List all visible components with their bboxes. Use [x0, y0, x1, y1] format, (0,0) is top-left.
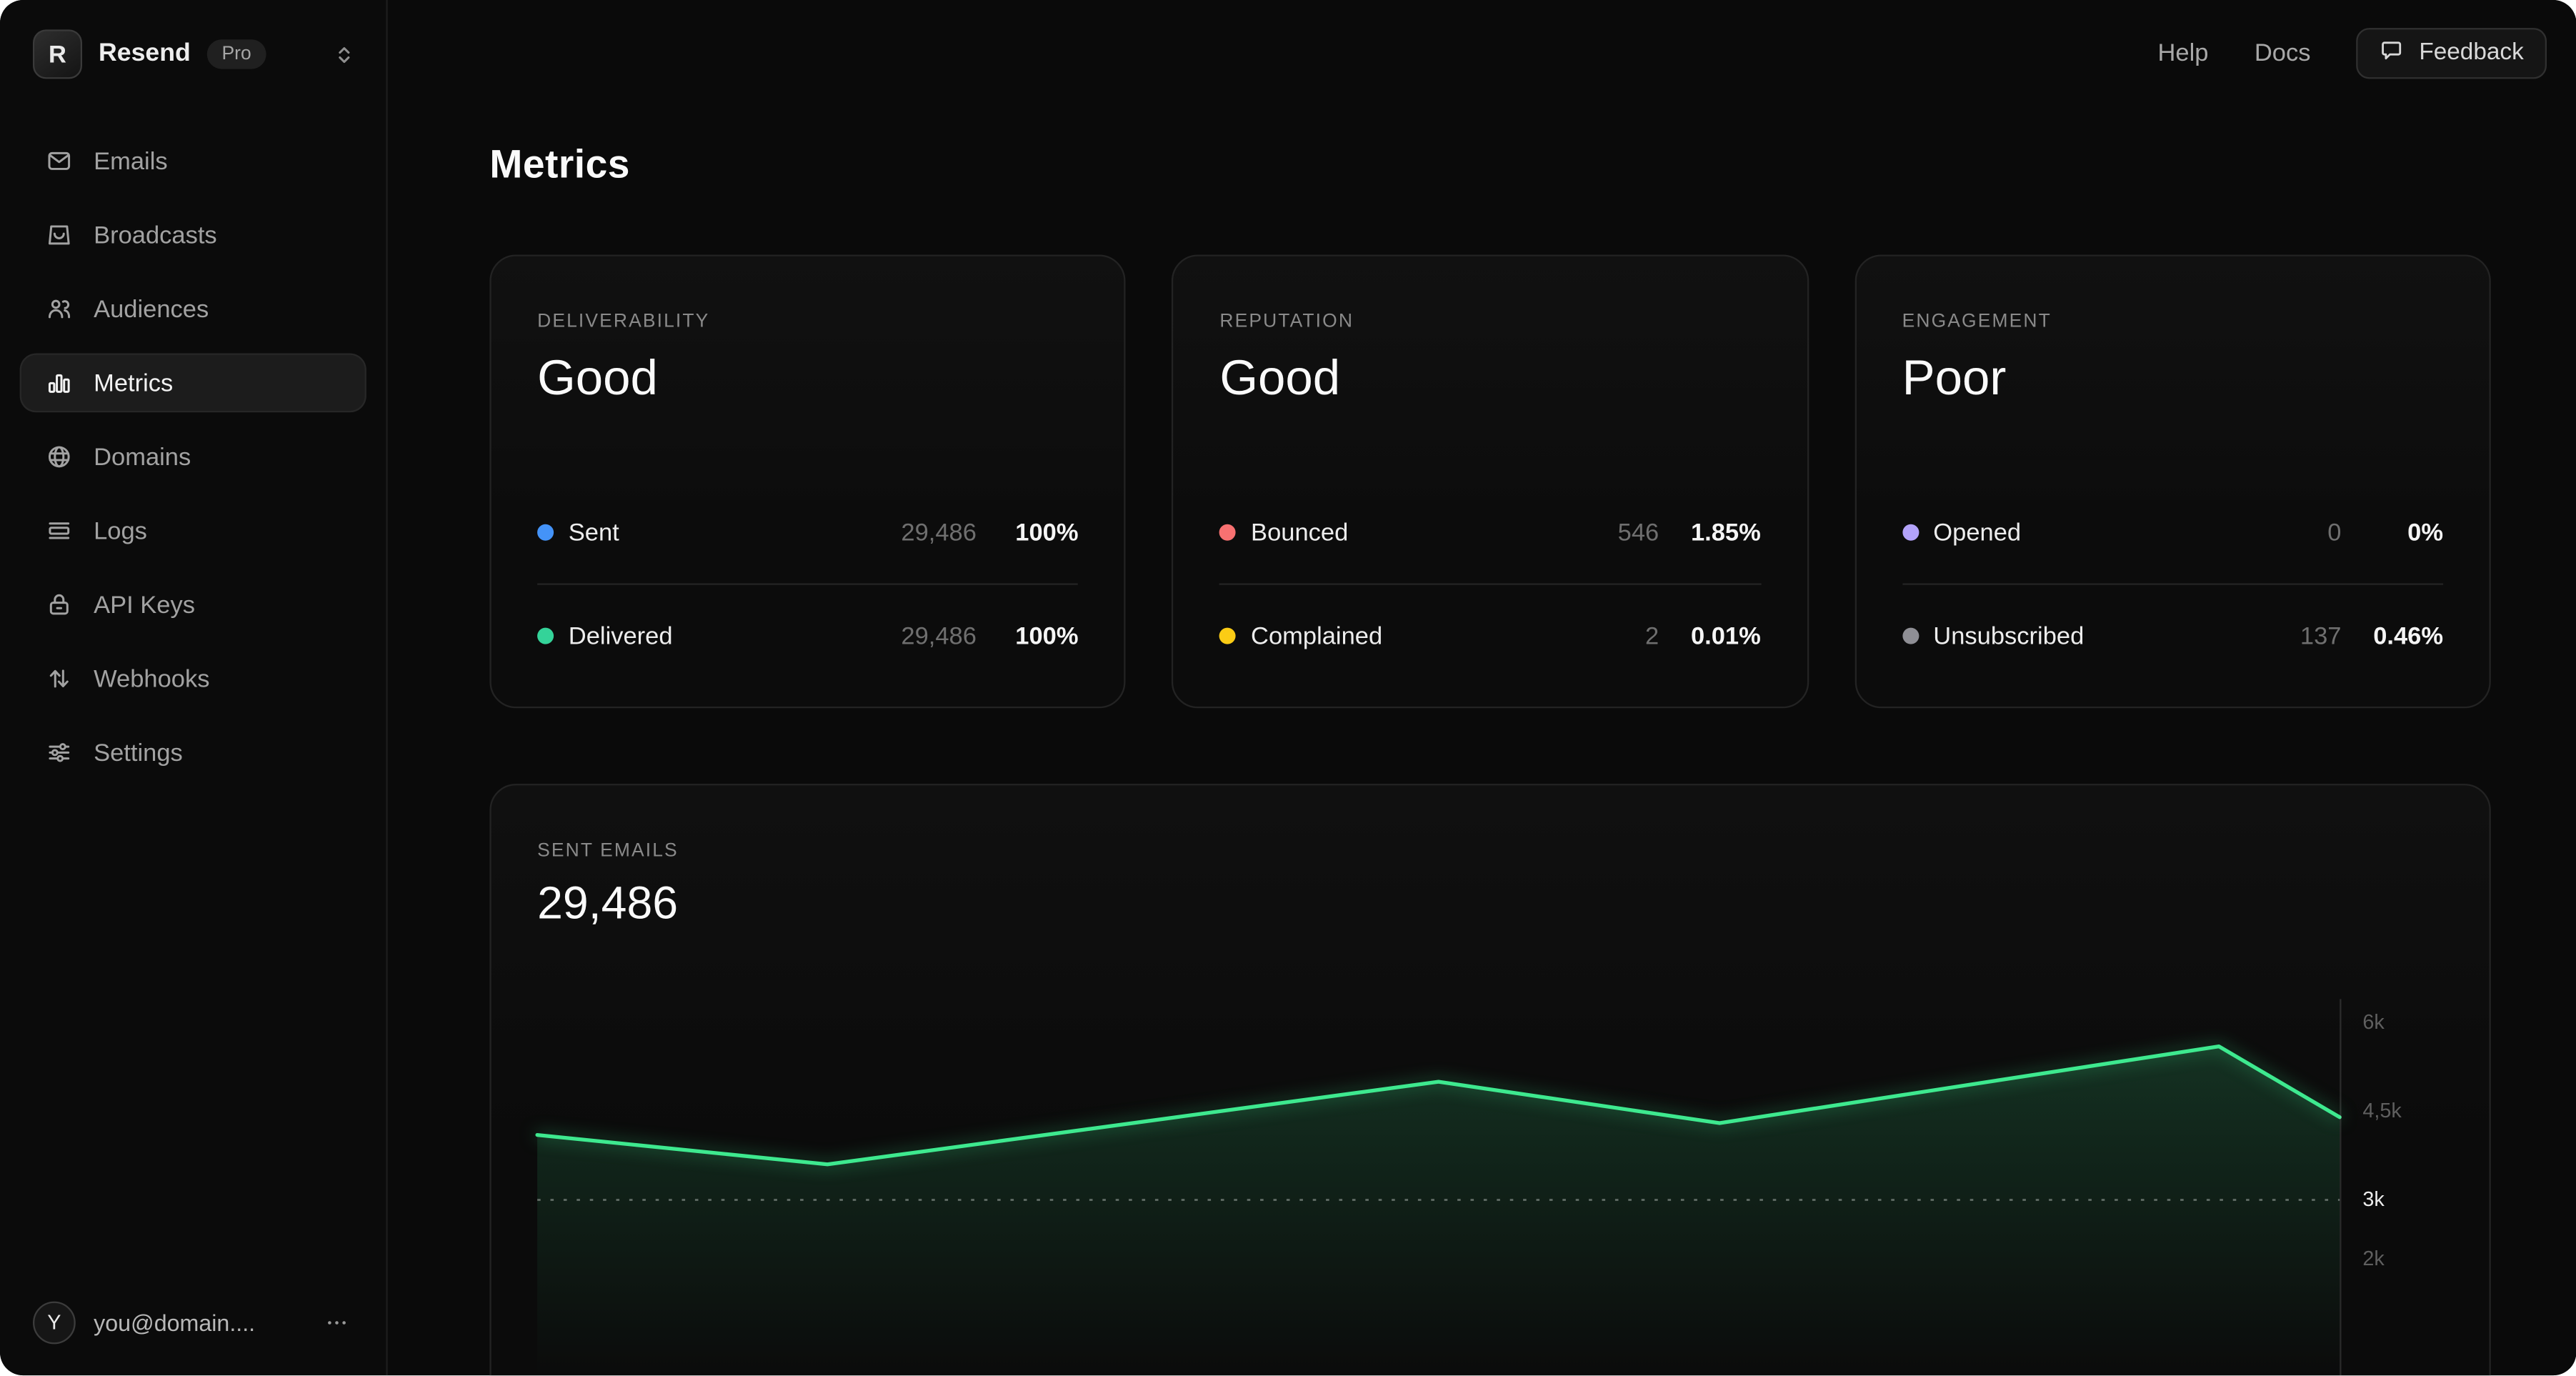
globe-icon	[46, 444, 72, 470]
speech-bubble-icon	[2380, 37, 2405, 69]
row-divider	[1219, 583, 1761, 585]
page-title: Metrics	[489, 143, 630, 188]
lock-icon	[46, 592, 72, 618]
metric-value: 546	[1617, 518, 1659, 547]
card-category: REPUTATION	[1219, 312, 1354, 332]
sidebar-nav: Emails Broadcasts Audiences Metrics Doma…	[0, 109, 386, 782]
metric-card: REPUTATION Good Bounced 546 1.85% Compla…	[1172, 254, 1809, 709]
metric-label: Delivered	[568, 622, 673, 650]
y-tick-label: 2k	[2362, 1247, 2385, 1271]
metric-value: 137	[2300, 622, 2342, 650]
metric-value: 29,486	[901, 622, 977, 650]
chart-plot	[535, 999, 2342, 1376]
sidebar-item-emails[interactable]: Emails	[20, 131, 366, 191]
email-icon	[46, 148, 72, 174]
feedback-label: Feedback	[2419, 39, 2524, 66]
metrics-icon	[46, 370, 72, 397]
metric-label: Bounced	[1251, 518, 1349, 547]
user-email: you@domain....	[94, 1310, 256, 1337]
y-axis-line	[2340, 999, 2342, 1376]
sidebar-item-audiences[interactable]: Audiences	[20, 279, 366, 339]
sidebar-item-api-keys[interactable]: API Keys	[20, 575, 366, 634]
sidebar: R Resend Pro Emails Broadcasts Audiences…	[0, 0, 388, 1376]
y-tick-label: 6k	[2362, 1011, 2385, 1035]
avatar[interactable]: Y	[33, 1302, 76, 1345]
row-divider	[1902, 583, 2444, 585]
y-tick-label: 4,5k	[2362, 1100, 2402, 1123]
help-link[interactable]: Help	[2157, 39, 2209, 67]
sidebar-item-webhooks[interactable]: Webhooks	[20, 649, 366, 709]
chart-area-fill	[537, 1046, 2340, 1376]
sidebar-item-metrics[interactable]: Metrics	[19, 353, 366, 413]
metric-card: ENGAGEMENT Poor Opened 0 0% Unsubscribed…	[1854, 254, 2491, 709]
row-divider	[537, 583, 1079, 585]
sidebar-item-settings[interactable]: Settings	[20, 723, 366, 782]
webhook-icon	[46, 666, 72, 692]
chart-line	[535, 1044, 2342, 1167]
metric-percent: 0.46%	[2373, 622, 2444, 650]
chart-category: SENT EMAILS	[537, 841, 679, 862]
plan-badge: Pro	[206, 39, 266, 69]
metric-row: Sent 29,486 100%	[537, 482, 1079, 584]
metric-dot-icon	[537, 524, 554, 541]
workspace-name: Resend	[99, 39, 191, 68]
metric-label: Sent	[568, 518, 619, 547]
card-rows: Sent 29,486 100% Delivered 29,486 100%	[537, 482, 1079, 707]
workspace-switcher[interactable]: R Resend Pro	[0, 0, 386, 109]
audience-icon	[46, 296, 72, 322]
main-content: Help Docs Feedback Metrics DELIVERABILIT…	[387, 0, 2576, 1376]
chart-card: SENT EMAILS 29,486	[489, 784, 2491, 1376]
card-status: Poor	[1902, 352, 2007, 407]
feedback-button[interactable]: Feedback	[2356, 26, 2547, 79]
settings-icon	[46, 739, 72, 766]
metric-row: Opened 0 0%	[1902, 482, 2443, 584]
broadcast-icon	[46, 222, 72, 249]
metric-percent: 0.01%	[1690, 622, 1761, 650]
metric-value: 29,486	[901, 518, 977, 547]
chart-total: 29,486	[537, 877, 679, 929]
y-axis-ticks: 6k 4,5k 3k 2k	[2362, 999, 2461, 1376]
ellipsis-icon[interactable]	[324, 1310, 350, 1337]
resend-logo: R	[33, 29, 82, 79]
metric-value: 0	[2327, 518, 2342, 547]
card-status: Good	[1219, 352, 1341, 407]
metric-dot-icon	[1219, 524, 1237, 541]
metric-row: Unsubscribed 137 0.46%	[1902, 585, 2443, 687]
y-tick-label: 3k	[2362, 1188, 2385, 1212]
metric-card: DELIVERABILITY Good Sent 29,486 100% Del…	[489, 254, 1127, 709]
metric-label: Opened	[1933, 518, 2022, 547]
card-status: Good	[537, 352, 658, 407]
card-category: ENGAGEMENT	[1902, 312, 2052, 332]
sidebar-item-domains[interactable]: Domains	[20, 427, 366, 487]
card-rows: Opened 0 0% Unsubscribed 137 0.46%	[1902, 482, 2444, 707]
metric-dot-icon	[1902, 524, 1919, 541]
metric-row: Delivered 29,486 100%	[537, 585, 1079, 687]
metric-label: Complained	[1251, 622, 1383, 650]
card-rows: Bounced 546 1.85% Complained 2 0.01%	[1219, 482, 1761, 707]
metric-label: Unsubscribed	[1933, 622, 2085, 650]
metric-percent: 100%	[1015, 622, 1079, 650]
sidebar-item-broadcasts[interactable]: Broadcasts	[20, 206, 366, 265]
sidebar-item-logs[interactable]: Logs	[20, 502, 366, 561]
topbar: Help Docs Feedback	[2158, 0, 2576, 105]
metric-dot-icon	[1219, 627, 1237, 644]
docs-link[interactable]: Docs	[2254, 39, 2311, 67]
metric-row: Complained 2 0.01%	[1219, 585, 1761, 687]
metric-percent: 1.85%	[1690, 518, 1761, 547]
resend-logo-letter: R	[49, 40, 66, 69]
metric-value: 2	[1645, 622, 1659, 650]
logs-icon	[46, 518, 72, 544]
summary-cards: DELIVERABILITY Good Sent 29,486 100% Del…	[489, 254, 2491, 709]
avatar-initial: Y	[47, 1312, 61, 1335]
metric-dot-icon	[537, 627, 554, 644]
metric-row: Bounced 546 1.85%	[1219, 482, 1761, 584]
user-section: Y you@domain....	[0, 1271, 386, 1376]
metric-percent: 100%	[1015, 518, 1079, 547]
metric-dot-icon	[1902, 627, 1919, 644]
card-category: DELIVERABILITY	[537, 312, 710, 332]
chevron-up-down-icon[interactable]	[332, 42, 357, 67]
metric-percent: 0%	[2407, 518, 2444, 547]
